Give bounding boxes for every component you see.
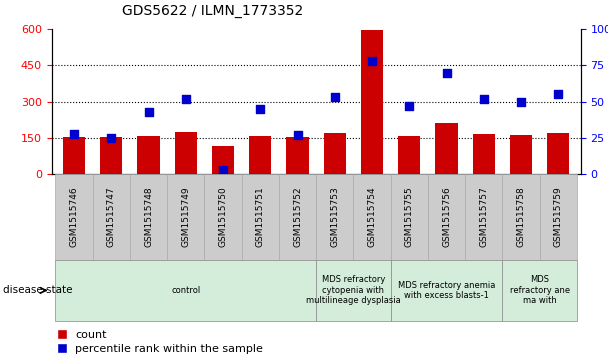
Point (553, 91, 563, 97)
Bar (323, 133, 346, 174)
Point (441, 70, 451, 76)
Text: GSM1515758: GSM1515758 (517, 187, 525, 247)
Text: GSM1515756: GSM1515756 (442, 187, 451, 247)
FancyBboxPatch shape (167, 174, 204, 260)
Point (404, 103, 414, 109)
FancyBboxPatch shape (316, 174, 353, 260)
Bar (100, 137, 122, 174)
Text: MDS
refractory ane
ma with: MDS refractory ane ma with (510, 276, 570, 305)
Bar (547, 133, 570, 174)
Text: control: control (171, 286, 201, 295)
Text: MDS refractory
cytopenia with
multilineage dysplasia: MDS refractory cytopenia with multilinea… (306, 276, 401, 305)
Text: GSM1515751: GSM1515751 (256, 187, 264, 247)
Point (292, 132, 302, 138)
Text: GSM1515748: GSM1515748 (144, 187, 153, 247)
FancyBboxPatch shape (241, 174, 279, 260)
FancyBboxPatch shape (279, 174, 316, 260)
Text: GSM1515749: GSM1515749 (181, 187, 190, 247)
FancyBboxPatch shape (428, 174, 465, 260)
Text: GSM1515746: GSM1515746 (69, 187, 78, 247)
FancyBboxPatch shape (204, 174, 241, 260)
Text: GSM1515747: GSM1515747 (107, 187, 116, 247)
Text: GSM1515759: GSM1515759 (554, 187, 563, 247)
FancyBboxPatch shape (540, 174, 577, 260)
Legend: count, percentile rank within the sample: count, percentile rank within the sample (57, 330, 263, 354)
Bar (398, 136, 421, 174)
FancyBboxPatch shape (502, 174, 540, 260)
Text: GDS5622 / ILMN_1773352: GDS5622 / ILMN_1773352 (122, 4, 303, 18)
Bar (249, 136, 271, 174)
Point (330, 94, 340, 100)
FancyBboxPatch shape (353, 174, 391, 260)
FancyBboxPatch shape (502, 260, 577, 321)
Text: GSM1515752: GSM1515752 (293, 187, 302, 247)
Bar (472, 134, 495, 174)
Bar (212, 146, 234, 174)
Text: GSM1515753: GSM1515753 (330, 187, 339, 247)
Bar (174, 132, 197, 174)
Bar (137, 135, 160, 174)
Text: GSM1515750: GSM1515750 (218, 187, 227, 247)
Point (69, 131, 79, 136)
Text: GSM1515754: GSM1515754 (368, 187, 376, 247)
Text: GSM1515755: GSM1515755 (405, 187, 414, 247)
Bar (286, 138, 309, 174)
Point (218, 167, 228, 173)
FancyBboxPatch shape (92, 174, 130, 260)
FancyBboxPatch shape (465, 174, 502, 260)
Bar (361, 30, 383, 174)
FancyBboxPatch shape (391, 260, 502, 321)
FancyBboxPatch shape (55, 174, 92, 260)
Point (106, 135, 116, 141)
Text: disease state: disease state (3, 285, 72, 295)
Point (516, 99, 526, 105)
Point (181, 96, 191, 102)
FancyBboxPatch shape (316, 260, 391, 321)
FancyBboxPatch shape (55, 260, 316, 321)
Bar (435, 123, 458, 174)
Point (479, 96, 489, 102)
Text: MDS refractory anemia
with excess blasts-1: MDS refractory anemia with excess blasts… (398, 281, 496, 300)
Bar (510, 135, 532, 174)
Bar (63, 137, 85, 174)
Point (255, 106, 265, 112)
Text: GSM1515757: GSM1515757 (479, 187, 488, 247)
Point (143, 109, 153, 115)
Point (367, 58, 377, 64)
FancyBboxPatch shape (391, 174, 428, 260)
FancyBboxPatch shape (130, 174, 167, 260)
